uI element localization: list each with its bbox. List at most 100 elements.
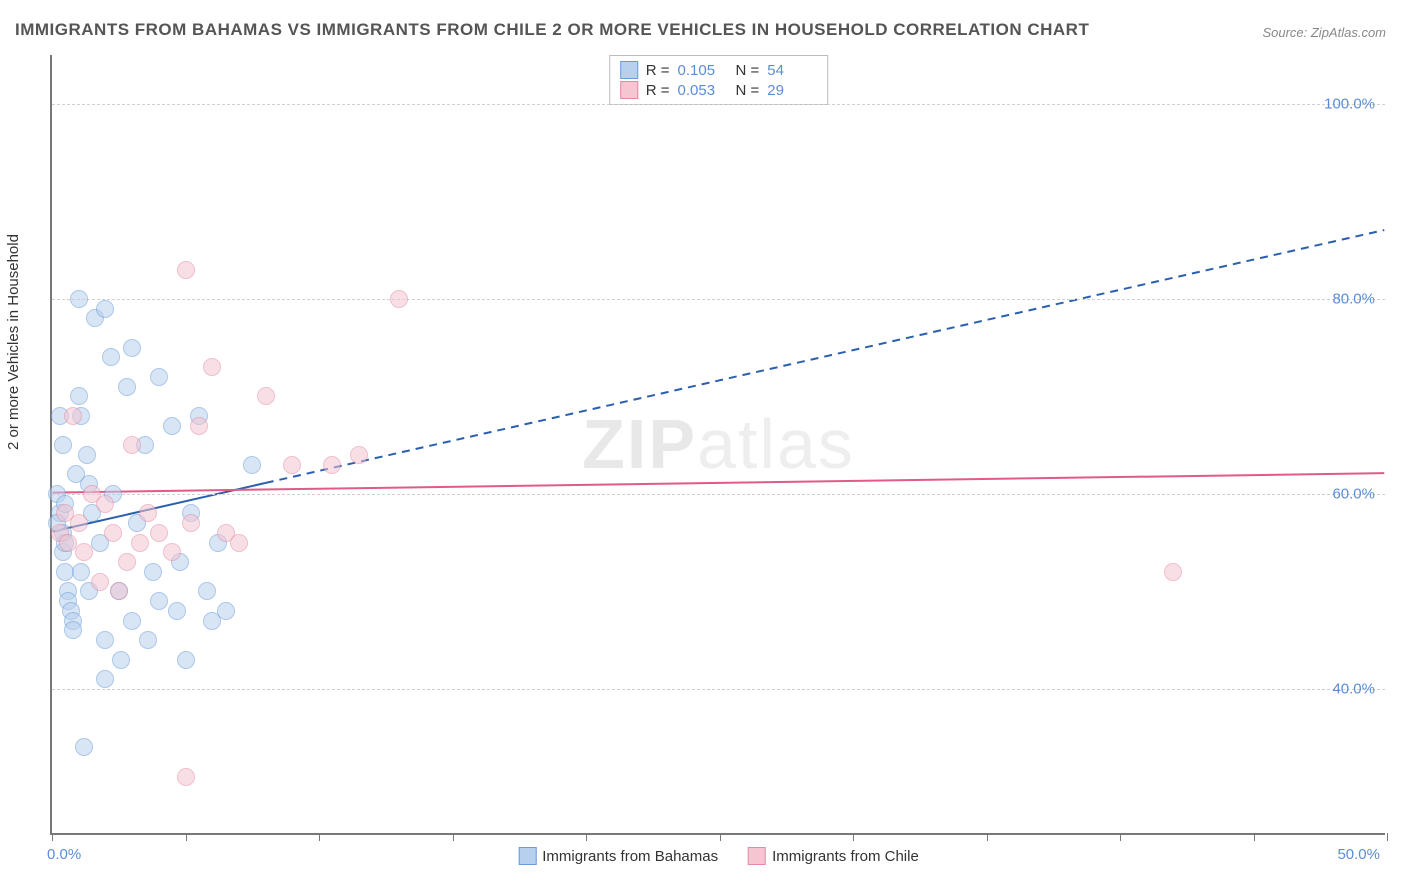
chart-title: IMMIGRANTS FROM BAHAMAS VS IMMIGRANTS FR… [15,20,1089,40]
x-tick [453,833,454,841]
data-point [112,651,130,669]
legend-r-label: R = [646,82,670,99]
legend-n-label: N = [736,62,760,79]
x-tick [319,833,320,841]
data-point [350,446,368,464]
data-point [104,524,122,542]
legend-series-item: Immigrants from Bahamas [518,847,718,865]
legend-r-value: 0.105 [678,62,728,79]
y-axis-label: 2 or more Vehicles in Household [5,234,22,450]
data-point [78,446,96,464]
trend-line [266,230,1385,483]
legend-stats: R = 0.105 N = 54 R = 0.053 N = 29 [609,55,829,105]
data-point [70,387,88,405]
data-point [190,417,208,435]
data-point [59,534,77,552]
plot-area: ZIPatlas R =0.105N =54R =0.053N =29 Immi… [50,55,1385,835]
data-point [70,290,88,308]
data-point [64,621,82,639]
trend-lines-svg [52,55,1385,833]
watermark: ZIPatlas [582,404,855,484]
x-tick [720,833,721,841]
trend-line [53,473,1385,492]
data-point [150,592,168,610]
data-point [91,573,109,591]
data-point [96,670,114,688]
data-point [168,602,186,620]
legend-n-label: N = [736,82,760,99]
data-point [177,261,195,279]
legend-series: Immigrants from Bahamas Immigrants from C… [518,847,919,865]
x-tick [1387,833,1388,841]
data-point [203,358,221,376]
data-point [75,543,93,561]
data-point [102,348,120,366]
data-point [257,387,275,405]
x-tick [586,833,587,841]
chart-container: IMMIGRANTS FROM BAHAMAS VS IMMIGRANTS FR… [0,0,1406,892]
gridline [52,494,1385,495]
legend-series-label: Immigrants from Bahamas [542,848,718,865]
data-point [75,738,93,756]
data-point [64,407,82,425]
data-point [163,417,181,435]
x-axis-max-label: 50.0% [1337,846,1380,863]
data-point [150,524,168,542]
data-point [118,378,136,396]
data-point [390,290,408,308]
data-point [118,553,136,571]
legend-r-label: R = [646,62,670,79]
data-point [54,436,72,454]
watermark-b: atlas [697,405,855,483]
data-point [230,534,248,552]
y-tick-label: 80.0% [1332,290,1375,307]
y-tick-label: 40.0% [1332,680,1375,697]
legend-swatch [748,847,766,865]
data-point [131,534,149,552]
data-point [67,465,85,483]
data-point [177,651,195,669]
data-point [139,504,157,522]
data-point [96,631,114,649]
data-point [72,563,90,581]
legend-swatch [620,61,638,79]
data-point [1164,563,1182,581]
data-point [323,456,341,474]
x-axis-min-label: 0.0% [47,846,81,863]
data-point [96,300,114,318]
data-point [139,631,157,649]
legend-stats-row: R = 0.053 N = 29 [620,80,818,100]
source-label: Source: ZipAtlas.com [1262,25,1386,40]
data-point [182,514,200,532]
data-point [163,543,181,561]
x-tick [52,833,53,841]
gridline [52,299,1385,300]
data-point [177,768,195,786]
data-point [70,514,88,532]
gridline [52,104,1385,105]
data-point [123,612,141,630]
data-point [283,456,301,474]
watermark-a: ZIP [582,405,697,483]
legend-series-label: Immigrants from Chile [772,848,919,865]
x-tick [1120,833,1121,841]
data-point [110,582,128,600]
x-tick [1254,833,1255,841]
legend-n-value: 29 [767,82,817,99]
data-point [198,582,216,600]
y-tick-label: 100.0% [1324,95,1375,112]
data-point [123,339,141,357]
legend-series-item: Immigrants from Chile [748,847,919,865]
x-tick [186,833,187,841]
legend-swatch [518,847,536,865]
legend-r-value: 0.053 [678,82,728,99]
data-point [123,436,141,454]
legend-n-value: 54 [767,62,817,79]
legend-swatch [620,81,638,99]
x-tick [853,833,854,841]
data-point [96,495,114,513]
legend-stats-row: R = 0.105 N = 54 [620,60,818,80]
gridline [52,689,1385,690]
data-point [217,602,235,620]
data-point [150,368,168,386]
